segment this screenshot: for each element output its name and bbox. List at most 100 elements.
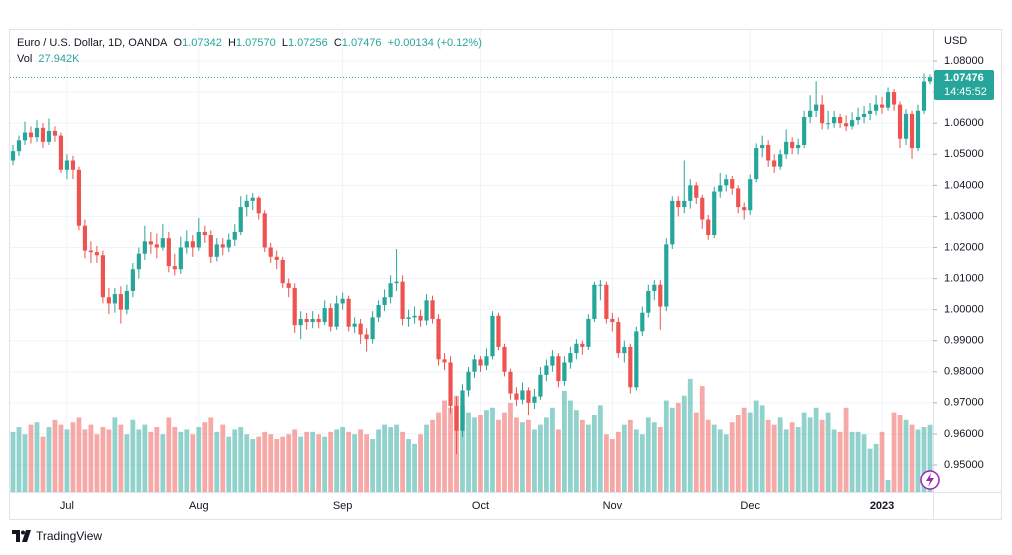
volume-bar	[867, 448, 873, 492]
candle-body	[436, 318, 441, 360]
volume-bar	[723, 434, 729, 492]
candle-body	[903, 113, 909, 139]
candle-body	[682, 200, 687, 208]
field-label: O	[173, 37, 183, 49]
volume-bar	[76, 417, 82, 492]
volume-bar	[358, 429, 364, 492]
candle-body	[76, 169, 82, 226]
volume-bar	[286, 434, 292, 492]
candle-body	[244, 200, 249, 208]
candle-body	[664, 244, 669, 307]
volume-bar	[220, 424, 226, 492]
candle-body	[622, 346, 627, 354]
volume-bar	[753, 400, 759, 492]
volume-bar	[861, 434, 867, 492]
volume-bar	[148, 431, 154, 492]
candle-body	[256, 197, 261, 214]
volume-bar	[16, 427, 22, 492]
volume-bar	[699, 386, 705, 492]
volume-bar	[765, 419, 771, 492]
y-tick-label: 1.01000	[944, 272, 984, 284]
candle-body	[580, 343, 585, 347]
candle-body	[10, 151, 16, 161]
volume-bar	[478, 415, 483, 492]
volume-bar	[106, 429, 112, 492]
volume-bar	[124, 434, 130, 492]
candle-body	[628, 346, 633, 388]
candle-body	[34, 127, 40, 138]
candle-body	[52, 130, 58, 136]
volume-bar	[789, 422, 795, 492]
volume-bar	[82, 429, 88, 492]
candle-body	[514, 393, 519, 400]
candle-body	[304, 318, 309, 323]
candle-body	[748, 179, 753, 211]
volume-bar	[142, 424, 148, 492]
candle-body	[634, 331, 639, 388]
candle-body	[640, 312, 645, 332]
candle-body	[646, 290, 651, 313]
candle-body	[94, 252, 100, 256]
volume-bar	[735, 415, 741, 492]
volume-bar	[502, 412, 507, 492]
candle-body	[232, 231, 237, 240]
field-value: 1.07256	[287, 37, 328, 49]
volume-bar	[172, 427, 178, 492]
volume-bar	[747, 412, 753, 492]
volume-bar	[64, 429, 70, 492]
candle-body	[652, 284, 657, 291]
volume-bar	[100, 427, 106, 492]
candle-body	[166, 238, 171, 267]
candle-body	[694, 185, 699, 198]
x-tick-label: 2023	[870, 500, 894, 512]
candle-body	[292, 287, 297, 326]
volume-bar	[436, 412, 441, 492]
volume-bar	[352, 434, 358, 492]
candle-body	[310, 318, 315, 323]
candle-body	[927, 77, 933, 82]
y-tick-label: 0.96000	[944, 428, 984, 440]
candle-body	[586, 318, 591, 347]
legend-row: Vol 27.942K	[17, 51, 482, 67]
y-tick-label: 1.05000	[944, 148, 984, 160]
volume-bar	[346, 431, 352, 492]
candle-body	[592, 284, 597, 319]
candle-body	[418, 315, 423, 321]
volume-bar	[118, 424, 124, 492]
price-label-box	[934, 70, 994, 100]
volume-bar	[693, 412, 699, 492]
candle-body	[280, 259, 285, 284]
candle-body	[502, 346, 507, 372]
volume-bar	[304, 431, 310, 492]
candle-body	[58, 135, 64, 170]
candle-body	[172, 266, 177, 270]
candle-body	[154, 244, 159, 248]
volume-bar	[274, 439, 280, 492]
x-tick-label: Jul	[60, 500, 74, 512]
volume-bar	[550, 407, 555, 492]
candle-body	[430, 300, 435, 319]
volume-bar	[573, 410, 579, 492]
volume-bar	[376, 429, 381, 492]
candle-body	[424, 300, 429, 321]
volume-bar	[232, 429, 238, 492]
volume-bar	[178, 431, 184, 492]
volume-bar	[843, 407, 849, 492]
candle-body	[915, 110, 921, 149]
x-tick-label: Aug	[189, 500, 209, 512]
candle-body	[46, 130, 52, 142]
volume-bar	[921, 427, 927, 492]
candle-body	[328, 308, 333, 327]
field-value: 1.07342	[182, 37, 222, 49]
candle-body	[772, 160, 777, 167]
volume-bar	[184, 429, 190, 492]
symbol: Euro / U.S. Dollar, 1D, OANDA	[17, 37, 168, 49]
candle-body	[220, 244, 225, 248]
volume-bar	[430, 419, 435, 492]
volume-bar	[514, 417, 519, 492]
volume-bar	[813, 407, 819, 492]
candle-body	[286, 283, 291, 288]
candle-body	[136, 253, 141, 270]
volume-bar	[855, 431, 861, 492]
